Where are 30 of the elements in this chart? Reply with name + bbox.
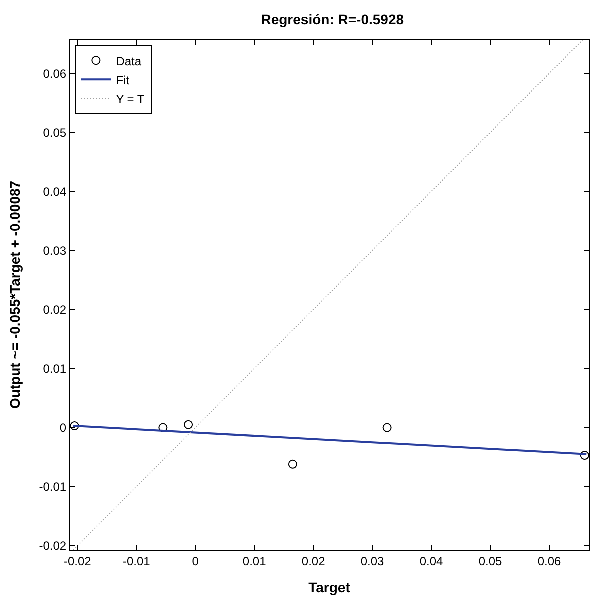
x-tick-label: -0.02 bbox=[64, 554, 92, 568]
x-tick-label: 0 bbox=[192, 554, 200, 568]
x-tick-label: -0.01 bbox=[122, 554, 151, 568]
x-tick-label: 0.05 bbox=[478, 554, 503, 568]
point bbox=[184, 420, 194, 430]
y-tick-label: 0.02 bbox=[43, 302, 67, 317]
x-tick-label: 0.01 bbox=[242, 554, 267, 568]
point bbox=[580, 451, 589, 460]
y-tick-label: 0.01 bbox=[43, 362, 67, 376]
x-tick-label: 0.03 bbox=[360, 554, 385, 568]
y-tick-label: 0.03 bbox=[43, 244, 67, 258]
point bbox=[288, 460, 298, 469]
legend-label: Fit bbox=[116, 73, 130, 88]
x-axis-title: Target bbox=[308, 580, 351, 596]
x-tick-label: 0.06 bbox=[538, 554, 562, 568]
point bbox=[382, 423, 392, 432]
y-tick-label: 0 bbox=[60, 421, 67, 436]
y-tick-label: 0.05 bbox=[43, 126, 67, 140]
legend-label: Y = T bbox=[116, 92, 146, 106]
y-tick-label: 0.04 bbox=[43, 184, 67, 199]
y-tick-label: -0.02 bbox=[39, 539, 67, 554]
point bbox=[70, 422, 80, 431]
point bbox=[158, 423, 168, 432]
chart-title: Regresión: R=-0.5928 bbox=[261, 12, 404, 28]
y-axis-title: Output ~= -0.055*Target + -0.00087 bbox=[6, 180, 23, 410]
x-tick-label: 0.02 bbox=[302, 554, 326, 568]
legend-label: Data bbox=[116, 54, 142, 68]
x-tick-label: 0.04 bbox=[420, 554, 444, 568]
y-tick-label: 0.06 bbox=[43, 66, 67, 81]
y-tick-label: -0.01 bbox=[39, 480, 67, 494]
